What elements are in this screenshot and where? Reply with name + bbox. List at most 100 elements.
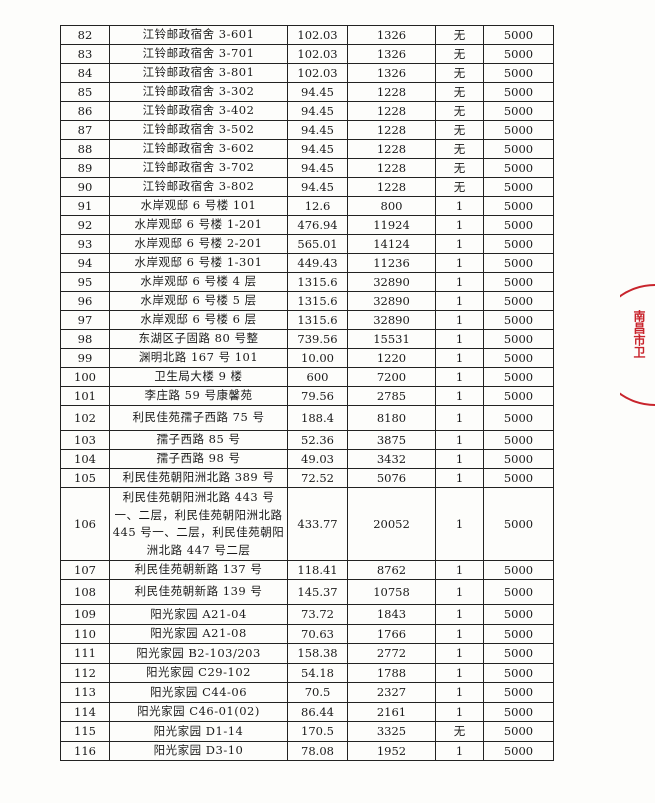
cell-fee: 5000 (483, 560, 554, 580)
cell-no: 98 (60, 329, 110, 349)
cell-count: 1 (435, 740, 484, 761)
cell-no: 90 (60, 177, 110, 197)
cell-count: 1 (435, 253, 484, 273)
cell-count: 1 (435, 579, 484, 605)
cell-count: 1 (435, 623, 484, 644)
cell-amount: 1788 (347, 662, 436, 683)
cell-no: 87 (60, 120, 110, 140)
cell-amount: 8762 (347, 560, 436, 580)
cell-amount: 1228 (347, 82, 436, 102)
table-row: 102 利民佳苑孺子西路 75 号 188.4 8180 1 5000 (60, 405, 554, 431)
cell-count: 无 (435, 101, 484, 121)
cell-address: 阳光家园 A21-04 (109, 604, 288, 625)
cell-area: 94.45 (287, 120, 348, 140)
cell-fee: 5000 (483, 468, 554, 488)
cell-count: 1 (435, 215, 484, 235)
cell-fee: 5000 (483, 386, 554, 406)
cell-area: 158.38 (287, 643, 348, 664)
cell-area: 72.52 (287, 468, 348, 488)
cell-area: 170.5 (287, 721, 348, 742)
cell-address: 阳光家园 D3-10 (109, 740, 288, 761)
cell-amount: 1843 (347, 604, 436, 625)
cell-address: 孺子西路 85 号 (109, 430, 288, 450)
cell-amount: 1228 (347, 177, 436, 197)
cell-area: 600 (287, 367, 348, 387)
cell-no: 103 (60, 430, 110, 450)
table-row: 95 水岸观邸 6 号楼 4 层 1315.6 32890 1 5000 (60, 272, 554, 292)
cell-address: 阳光家园 C29-102 (109, 662, 288, 683)
cell-no: 85 (60, 82, 110, 102)
cell-fee: 5000 (483, 234, 554, 254)
cell-no: 104 (60, 449, 110, 469)
table-row: 84 江铃邮政宿舍 3-801 102.03 1326 无 5000 (60, 63, 554, 83)
cell-fee: 5000 (483, 430, 554, 450)
cell-address: 江铃邮政宿舍 3-701 (109, 44, 288, 64)
cell-count: 1 (435, 291, 484, 311)
cell-no: 112 (60, 662, 110, 683)
cell-no: 101 (60, 386, 110, 406)
cell-count: 1 (435, 234, 484, 254)
cell-amount: 11236 (347, 253, 436, 273)
cell-fee: 5000 (483, 348, 554, 368)
cell-address: 利民佳苑朝阳洲北路 389 号 (109, 468, 288, 488)
cell-no: 99 (60, 348, 110, 368)
cell-fee: 5000 (483, 701, 554, 722)
cell-fee: 5000 (483, 329, 554, 349)
table-row: 94 水岸观邸 6 号楼 1-301 449.43 11236 1 5000 (60, 253, 554, 273)
cell-no: 105 (60, 468, 110, 488)
cell-no: 93 (60, 234, 110, 254)
cell-address: 阳光家园 C46-01(02) (109, 701, 288, 722)
cell-area: 49.03 (287, 449, 348, 469)
cell-no: 84 (60, 63, 110, 83)
cell-area: 78.08 (287, 740, 348, 761)
cell-address: 江铃邮政宿舍 3-802 (109, 177, 288, 197)
table-row: 116 阳光家园 D3-10 78.08 1952 1 5000 (60, 740, 554, 761)
cell-count: 1 (435, 682, 484, 703)
cell-no: 95 (60, 272, 110, 292)
cell-no: 92 (60, 215, 110, 235)
cell-no: 107 (60, 560, 110, 580)
table-row: 115 阳光家园 D1-14 170.5 3325 无 5000 (60, 721, 554, 742)
cell-address: 江铃邮政宿舍 3-402 (109, 101, 288, 121)
cell-fee: 5000 (483, 63, 554, 83)
cell-count: 1 (435, 468, 484, 488)
cell-no: 113 (60, 682, 110, 703)
cell-address: 阳光家园 D1-14 (109, 721, 288, 742)
cell-count: 1 (435, 560, 484, 580)
cell-area: 145.37 (287, 579, 348, 605)
table-row: 83 江铃邮政宿舍 3-701 102.03 1326 无 5000 (60, 44, 554, 64)
cell-area: 188.4 (287, 405, 348, 431)
table-row: 109 阳光家园 A21-04 73.72 1843 1 5000 (60, 604, 554, 625)
table-row: 86 江铃邮政宿舍 3-402 94.45 1228 无 5000 (60, 101, 554, 121)
cell-fee: 5000 (483, 82, 554, 102)
table-row: 114 阳光家园 C46-01(02) 86.44 2161 1 5000 (60, 701, 554, 722)
cell-fee: 5000 (483, 253, 554, 273)
cell-amount: 3875 (347, 430, 436, 450)
cell-no: 96 (60, 291, 110, 311)
cell-amount: 5076 (347, 468, 436, 488)
cell-count: 1 (435, 329, 484, 349)
cell-count: 1 (435, 430, 484, 450)
cell-area: 94.45 (287, 158, 348, 178)
cell-count: 1 (435, 701, 484, 722)
table-row: 87 江铃邮政宿舍 3-502 94.45 1228 无 5000 (60, 120, 554, 140)
cell-fee: 5000 (483, 487, 554, 561)
cell-count: 无 (435, 25, 484, 45)
cell-address: 水岸观邸 6 号楼 2-201 (109, 234, 288, 254)
cell-amount: 32890 (347, 272, 436, 292)
table-row: 82 江铃邮政宿舍 3-601 102.03 1326 无 5000 (60, 25, 554, 45)
cell-area: 70.63 (287, 623, 348, 644)
table-row: 104 孺子西路 98 号 49.03 3432 1 5000 (60, 449, 554, 469)
table-row: 98 东湖区子固路 80 号整 739.56 15531 1 5000 (60, 329, 554, 349)
cell-amount: 8180 (347, 405, 436, 431)
cell-amount: 11924 (347, 215, 436, 235)
cell-fee: 5000 (483, 139, 554, 159)
table-row: 111 阳光家园 B2-103/203 158.38 2772 1 5000 (60, 643, 554, 664)
cell-fee: 5000 (483, 662, 554, 683)
table-row: 96 水岸观邸 6 号楼 5 层 1315.6 32890 1 5000 (60, 291, 554, 311)
cell-address: 水岸观邸 6 号楼 101 (109, 196, 288, 216)
table-row: 101 李庄路 59 号康馨苑 79.56 2785 1 5000 (60, 386, 554, 406)
cell-no: 91 (60, 196, 110, 216)
cell-count: 无 (435, 177, 484, 197)
cell-amount: 1326 (347, 44, 436, 64)
